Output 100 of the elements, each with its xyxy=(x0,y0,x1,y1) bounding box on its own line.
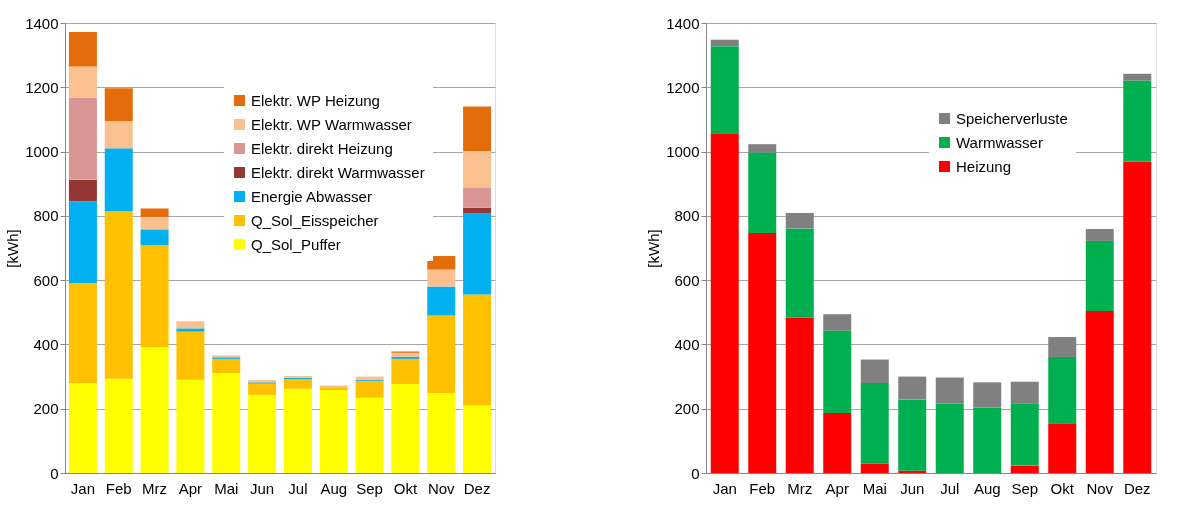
legend-label: Energie Abwasser xyxy=(251,187,372,205)
y-axis-title: [kWh] xyxy=(4,229,22,268)
bar xyxy=(463,106,492,151)
legend-label: Elektr. WP Warmwasser xyxy=(251,115,412,133)
bar xyxy=(1048,423,1077,473)
y-tick-label: 400 xyxy=(33,335,59,353)
bar xyxy=(68,179,97,202)
bar xyxy=(748,144,777,153)
bar xyxy=(248,383,277,395)
bar xyxy=(104,148,133,212)
x-tick-label: Aug xyxy=(320,479,348,497)
bar xyxy=(68,383,97,473)
bar xyxy=(898,376,927,400)
bar xyxy=(1123,80,1152,162)
bar xyxy=(68,201,97,284)
y-tick-label: 800 xyxy=(674,207,700,225)
legend-label: Q_Sol_Puffer xyxy=(251,235,341,253)
y-tick-label: 1200 xyxy=(25,78,59,96)
bar xyxy=(860,463,889,473)
bar xyxy=(1085,240,1114,311)
bar xyxy=(1010,465,1039,473)
y-tick-label: 1000 xyxy=(666,143,700,161)
bar xyxy=(176,331,205,380)
y-tick-label: 1000 xyxy=(25,143,59,161)
bar xyxy=(463,294,492,406)
bar xyxy=(427,269,456,287)
bar xyxy=(68,97,97,180)
bar xyxy=(973,382,1002,408)
bar xyxy=(140,208,169,217)
bar xyxy=(823,330,852,413)
bar xyxy=(104,211,133,379)
y-tick-label: 600 xyxy=(33,271,59,289)
bar xyxy=(355,381,384,398)
x-tick-label: Jan xyxy=(712,479,737,497)
bar xyxy=(1085,229,1114,241)
bar xyxy=(248,394,277,473)
y-tick-label: 800 xyxy=(33,207,59,225)
x-tick-label: Feb xyxy=(749,479,776,497)
bar xyxy=(463,207,492,214)
x-tick-label: Aug xyxy=(973,479,1001,497)
bar xyxy=(140,245,169,347)
y-tick-label: 200 xyxy=(674,400,700,418)
x-tick-label: Feb xyxy=(105,479,132,497)
bar xyxy=(1010,381,1039,404)
bar xyxy=(427,392,456,473)
x-tick-label: Nov xyxy=(427,479,456,497)
bar xyxy=(1048,356,1077,424)
bar xyxy=(104,121,133,149)
bar xyxy=(176,379,205,473)
bar xyxy=(1010,403,1039,466)
bar xyxy=(355,397,384,473)
bar xyxy=(68,66,97,98)
y-tick-label: 1400 xyxy=(666,14,700,32)
bar xyxy=(140,347,169,473)
y-tick-label: 1200 xyxy=(666,78,700,96)
bar xyxy=(212,373,241,473)
legend-label: Warmwasser xyxy=(956,133,1043,151)
bar xyxy=(935,377,964,404)
bar xyxy=(710,133,739,473)
y-tick-label: 600 xyxy=(674,271,700,289)
bar xyxy=(140,216,169,230)
legend-label: Q_Sol_Eisspeicher xyxy=(251,211,379,229)
bar xyxy=(785,228,814,318)
bar xyxy=(319,390,348,473)
y-tick-label: 0 xyxy=(50,464,59,482)
bar xyxy=(391,358,420,384)
bar xyxy=(283,388,312,473)
bar xyxy=(973,407,1002,473)
legend-label: Elektr. direkt Warmwasser xyxy=(251,163,425,181)
bar xyxy=(1085,311,1114,473)
x-tick-label: Jul xyxy=(288,479,308,497)
bar xyxy=(748,232,777,473)
x-tick-label: Mai xyxy=(862,479,887,497)
bar xyxy=(427,286,456,316)
bar xyxy=(427,315,456,393)
x-tick-label: Apr xyxy=(825,479,849,497)
y-tick-label: 400 xyxy=(674,335,700,353)
bar xyxy=(1048,337,1077,357)
x-tick-label: Jun xyxy=(249,479,275,497)
bar xyxy=(427,256,456,270)
bar xyxy=(785,212,814,229)
x-tick-label: Okt xyxy=(393,479,418,497)
bar xyxy=(463,405,492,473)
bar xyxy=(463,187,492,208)
x-tick-label: Jul xyxy=(940,479,960,497)
bar xyxy=(785,317,814,473)
x-tick-label: Mrz xyxy=(787,479,813,497)
bar xyxy=(104,88,133,122)
bar xyxy=(391,352,420,357)
bar xyxy=(748,152,777,233)
y-axis-title: [kWh] xyxy=(645,229,663,268)
bar xyxy=(898,399,927,471)
x-tick-label: Jan xyxy=(70,479,96,497)
x-tick-label: Sep xyxy=(1011,479,1039,497)
bar xyxy=(140,229,169,246)
x-tick-label: Jun xyxy=(900,479,925,497)
x-tick-label: Apr xyxy=(178,479,203,497)
y-tick-label: 0 xyxy=(691,464,700,482)
y-tick-label: 200 xyxy=(33,400,59,418)
x-tick-label: Sep xyxy=(356,479,383,497)
